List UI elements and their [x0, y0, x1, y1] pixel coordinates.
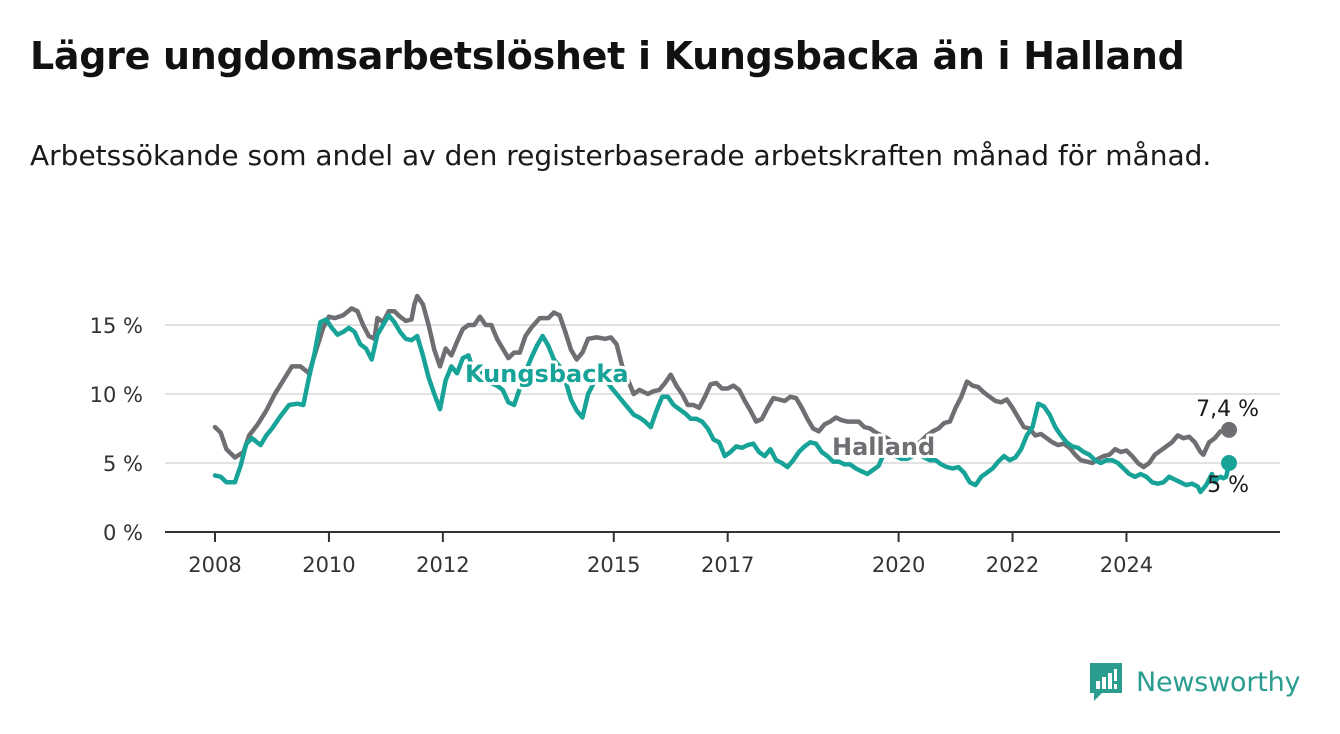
end-point-kungsbacka: [1221, 455, 1237, 471]
series-label-halland-halo: Halland: [832, 433, 935, 461]
x-tick-label: 2020: [872, 553, 925, 577]
end-label-kungsbacka: 5 %: [1207, 473, 1249, 498]
y-tick-label: 0 %: [103, 521, 143, 545]
x-tick-label: 2012: [416, 553, 469, 577]
chart-title: Lägre ungdomsarbetslöshet i Kungsbacka ä…: [30, 34, 1185, 78]
series-label-halland: Halland: [832, 433, 935, 461]
series-label-kungsbacka: Kungsbacka: [465, 360, 629, 388]
brand-name: Newsworthy: [1136, 666, 1301, 698]
end-point-halland: [1221, 421, 1237, 438]
gridlines: [165, 324, 1280, 464]
end-label-halland: 7,4 %: [1196, 397, 1259, 422]
x-tick-label: 2015: [587, 553, 640, 577]
series-line-halland: [212, 293, 1232, 470]
brand-logo: Newsworthy: [1088, 661, 1301, 703]
x-tick-label: 2010: [302, 553, 355, 577]
series-line-kungsbacka: [212, 313, 1232, 495]
x-tick-label: 2017: [701, 553, 754, 577]
y-tick-label: 15 %: [90, 314, 143, 338]
x-tick-label: 2008: [188, 553, 241, 577]
series-lines: [212, 293, 1237, 495]
newsworthy-logo-icon: [1090, 663, 1122, 701]
series-label-kungsbacka-halo: Kungsbacka: [465, 360, 629, 388]
y-tick-label: 10 %: [90, 383, 143, 407]
x-tick-label: 2024: [1100, 553, 1153, 577]
axes: 0 % 5 % 10 % 15 % 2008 2010 2012 2015 2017 2020 20…: [90, 314, 1280, 577]
chart-subtitle: Arbetssökande som andel av den registerb…: [30, 139, 1212, 172]
x-tick-label: 2022: [986, 553, 1039, 577]
y-tick-label: 5 %: [103, 452, 143, 476]
